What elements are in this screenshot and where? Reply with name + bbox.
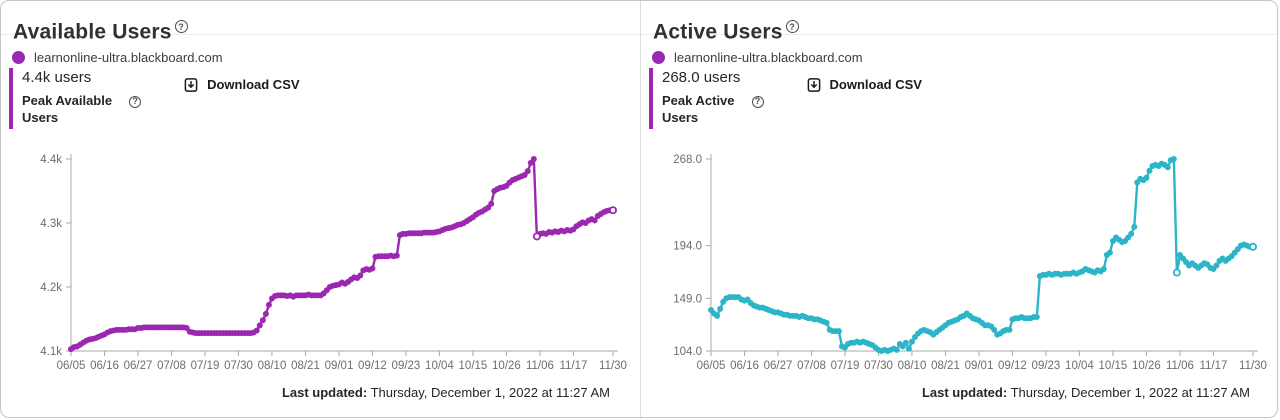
svg-text:07/30: 07/30: [864, 360, 893, 372]
svg-text:11/30: 11/30: [599, 360, 627, 372]
svg-text:4.2k: 4.2k: [40, 282, 62, 294]
stat-row: 268.0 users Peak Active? Users Download …: [649, 68, 922, 129]
svg-text:4.3k: 4.3k: [40, 218, 62, 230]
svg-text:11/17: 11/17: [1199, 360, 1227, 372]
svg-text:4.4k: 4.4k: [40, 154, 62, 166]
download-csv-label: Download CSV: [829, 77, 922, 92]
svg-text:06/05: 06/05: [57, 360, 86, 372]
stat-row: 4.4k users Peak Available? Users Downloa…: [9, 68, 300, 129]
chart-title-text: Available Users: [13, 20, 172, 44]
legend-dot-icon: [652, 51, 665, 64]
last-updated-label: Last updated:: [281, 385, 368, 400]
svg-text:11/17: 11/17: [559, 360, 587, 372]
svg-text:07/08: 07/08: [797, 360, 826, 372]
svg-text:06/27: 06/27: [124, 360, 153, 372]
stat-label-line1: Peak Active: [662, 93, 735, 108]
available-users-chart[interactable]: 4.1k 4.2k 4.3k 4.4k 06/05 06/16 06/27 07/08 07/1…: [1, 141, 640, 373]
legend-dot-icon: [12, 51, 25, 64]
stat-label: Peak Active?: [662, 92, 764, 109]
svg-text:08/21: 08/21: [291, 360, 320, 372]
svg-text:10/15: 10/15: [459, 360, 488, 372]
svg-text:06/16: 06/16: [730, 360, 759, 372]
svg-text:06/16: 06/16: [90, 360, 119, 372]
svg-text:06/27: 06/27: [764, 360, 793, 372]
page-title: Available Users?: [13, 20, 188, 45]
last-updated: Last updated: Thursday, December 1, 2022…: [282, 385, 610, 400]
download-icon: [183, 77, 199, 96]
svg-text:08/10: 08/10: [258, 360, 287, 372]
help-icon[interactable]: ?: [174, 20, 188, 34]
svg-text:09/23: 09/23: [392, 360, 421, 372]
panel-header: [641, 1, 1277, 35]
download-csv-button[interactable]: Download CSV: [183, 77, 300, 129]
svg-text:10/26: 10/26: [1132, 360, 1161, 372]
download-csv-button[interactable]: Download CSV: [806, 77, 922, 129]
page-title: Active Users?: [653, 20, 799, 45]
help-icon[interactable]: ?: [785, 20, 799, 34]
stat-label: Peak Available?: [22, 92, 142, 109]
last-updated-value: Thursday, December 1, 2022 at 11:27 AM: [370, 385, 610, 400]
last-updated: Last updated: Thursday, December 1, 2022…: [922, 385, 1250, 400]
svg-text:07/08: 07/08: [157, 360, 186, 372]
svg-text:194.0: 194.0: [673, 241, 702, 253]
panel-available-users: Available Users? learnonline-ultra.black…: [1, 1, 640, 417]
svg-text:09/01: 09/01: [325, 360, 354, 372]
stat-value: 4.4k users: [22, 69, 92, 86]
stat-label-line1: Peak Available: [22, 93, 113, 108]
stat-value: 268.0 users: [662, 69, 741, 86]
svg-text:10/04: 10/04: [1065, 360, 1094, 372]
legend-label: learnonline-ultra.blackboard.com: [674, 50, 863, 65]
panel-header: [1, 1, 640, 35]
svg-text:11/30: 11/30: [1239, 360, 1267, 372]
svg-text:06/05: 06/05: [697, 360, 726, 372]
peak-stat: 268.0 users Peak Active? Users: [649, 68, 764, 129]
svg-text:08/21: 08/21: [931, 360, 960, 372]
help-icon[interactable]: ?: [751, 95, 764, 108]
svg-text:11/06: 11/06: [1166, 360, 1194, 372]
svg-text:4.1k: 4.1k: [40, 346, 62, 358]
stat-label-line2: Users: [22, 110, 59, 125]
svg-text:11/06: 11/06: [526, 360, 554, 372]
help-icon[interactable]: ?: [129, 95, 142, 108]
peak-stat: 4.4k users Peak Available? Users: [9, 68, 142, 129]
svg-text:09/12: 09/12: [358, 360, 387, 372]
stat-label-line2: Users: [662, 110, 699, 125]
svg-text:268.0: 268.0: [673, 154, 702, 166]
last-updated-label: Last updated:: [921, 385, 1008, 400]
svg-text:10/15: 10/15: [1099, 360, 1128, 372]
svg-text:10/26: 10/26: [492, 360, 521, 372]
legend-item[interactable]: learnonline-ultra.blackboard.com: [12, 50, 223, 65]
svg-text:07/30: 07/30: [224, 360, 253, 372]
svg-text:09/23: 09/23: [1032, 360, 1061, 372]
active-users-chart[interactable]: 104.0 149.0 194.0 268.0 06/05 06/16 06/27 07/08…: [641, 141, 1278, 373]
svg-text:07/19: 07/19: [831, 360, 860, 372]
download-icon: [806, 77, 822, 96]
legend-item[interactable]: learnonline-ultra.blackboard.com: [652, 50, 863, 65]
svg-text:104.0: 104.0: [673, 346, 702, 358]
legend-label: learnonline-ultra.blackboard.com: [34, 50, 223, 65]
chart-title-text: Active Users: [653, 20, 783, 44]
panel-active-users: Active Users? learnonline-ultra.blackboa…: [640, 1, 1278, 417]
svg-text:149.0: 149.0: [673, 293, 702, 305]
last-updated-value: Thursday, December 1, 2022 at 11:27 AM: [1010, 385, 1250, 400]
svg-text:09/01: 09/01: [965, 360, 994, 372]
svg-text:07/19: 07/19: [191, 360, 220, 372]
svg-text:09/12: 09/12: [998, 360, 1027, 372]
svg-text:10/04: 10/04: [425, 360, 454, 372]
svg-text:08/10: 08/10: [898, 360, 927, 372]
download-csv-label: Download CSV: [207, 77, 300, 92]
